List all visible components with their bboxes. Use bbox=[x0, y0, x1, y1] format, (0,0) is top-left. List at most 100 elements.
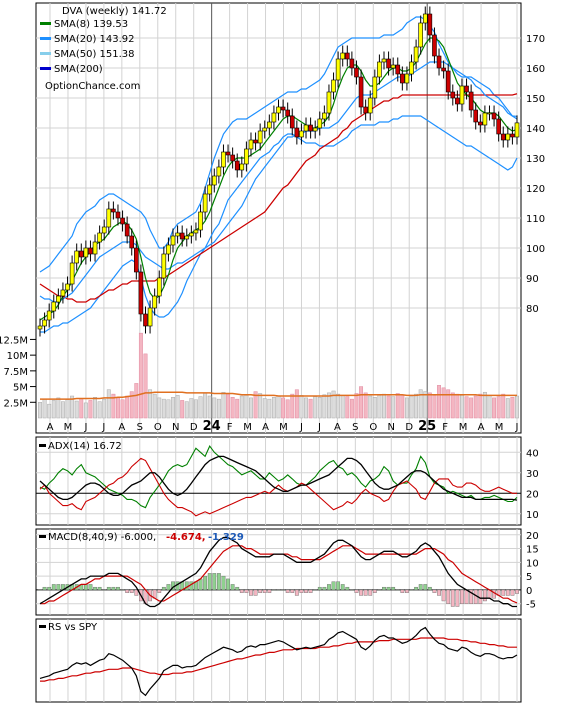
candle-body bbox=[510, 133, 515, 138]
volume-bar bbox=[336, 393, 341, 419]
macd-histogram-bar bbox=[111, 586, 116, 591]
x-tick-label: M bbox=[64, 422, 73, 433]
volume-bar bbox=[93, 397, 97, 419]
candle-body bbox=[124, 223, 130, 237]
volume-bar bbox=[47, 403, 52, 419]
candle-body bbox=[349, 58, 355, 69]
candle-body bbox=[390, 64, 396, 69]
volume-bar bbox=[120, 399, 125, 419]
volume-bar bbox=[432, 395, 437, 419]
candle-body bbox=[455, 97, 460, 105]
volume-bar bbox=[290, 393, 295, 419]
macd-histogram-bar bbox=[97, 586, 102, 591]
candle-body bbox=[422, 13, 428, 24]
grid-lines bbox=[36, 3, 521, 702]
macd-histogram-bar bbox=[51, 584, 56, 591]
volume-bar bbox=[134, 383, 139, 419]
x-tick-label: A bbox=[118, 422, 125, 433]
macd-histogram-bar bbox=[56, 584, 61, 591]
macd-tick-label: 0 bbox=[526, 586, 532, 597]
macd-histogram-bar bbox=[432, 589, 437, 593]
volume-bar bbox=[395, 393, 400, 419]
macd-histogram-bar bbox=[395, 589, 400, 591]
candle-body bbox=[230, 154, 235, 162]
candle-body bbox=[51, 301, 57, 312]
candle-body bbox=[262, 127, 268, 132]
macd-histogram-bar bbox=[437, 589, 441, 596]
volume-bar bbox=[244, 395, 249, 419]
macd-histogram-bar bbox=[354, 589, 359, 593]
macd-hist-label: -1.329 bbox=[208, 532, 244, 543]
adx-series bbox=[39, 445, 518, 517]
volume-bar bbox=[253, 391, 258, 419]
candle-body bbox=[244, 148, 249, 165]
volume-bar bbox=[125, 395, 130, 419]
x-tick-label: J bbox=[299, 422, 303, 433]
candle-body bbox=[111, 208, 116, 213]
macd-legend: MACD(8,40,9) -6.000, -4.674, -1.329 bbox=[39, 532, 244, 543]
x-tick-label: S bbox=[137, 422, 143, 433]
volume-bar bbox=[221, 391, 226, 419]
adx-tick-label: 40 bbox=[526, 448, 539, 459]
macd-histogram-bar bbox=[455, 589, 460, 607]
candle-body bbox=[473, 109, 479, 123]
volume-bar bbox=[111, 393, 116, 419]
volume-bar bbox=[74, 400, 79, 419]
candle-body bbox=[344, 52, 350, 60]
volume-bar bbox=[437, 385, 441, 419]
macd-histogram-bar bbox=[221, 575, 226, 591]
volume-tick-label: 5M bbox=[13, 383, 28, 394]
candle-body bbox=[404, 73, 410, 84]
candle-body bbox=[427, 13, 433, 36]
volume-bar bbox=[418, 389, 423, 419]
volume-bar bbox=[258, 393, 263, 419]
candle-body bbox=[280, 106, 286, 111]
macd-histogram-bar bbox=[267, 589, 272, 593]
macd-histogram-bar bbox=[464, 589, 469, 604]
volume-bar bbox=[180, 400, 185, 419]
candle-body bbox=[363, 106, 368, 114]
x-tick-label: J bbox=[101, 422, 105, 433]
volume-bar bbox=[460, 395, 464, 419]
macd-histogram-bar bbox=[482, 589, 487, 602]
price-tick-label: 80 bbox=[526, 304, 539, 315]
macd-histogram-bar bbox=[469, 589, 474, 604]
volume-bar bbox=[171, 397, 175, 419]
candle-body bbox=[257, 130, 263, 144]
volume-bar bbox=[281, 397, 286, 419]
macd-tick-label: 5 bbox=[526, 572, 532, 583]
candle-body bbox=[138, 271, 144, 315]
macd-histogram-bar bbox=[427, 586, 432, 591]
volume-tick-label: 2.5M bbox=[3, 398, 28, 409]
price-tick-label: 140 bbox=[526, 124, 545, 135]
candle-body bbox=[74, 250, 79, 264]
candle-body bbox=[276, 106, 281, 114]
macd-histogram-bar bbox=[340, 584, 345, 591]
volume-bar bbox=[515, 395, 519, 419]
macd-histogram-bar bbox=[285, 589, 290, 593]
candle-body bbox=[386, 58, 391, 69]
volume-bar bbox=[492, 397, 497, 419]
macd-histogram-bar bbox=[276, 589, 281, 591]
volume-bar bbox=[482, 391, 487, 419]
candle-body bbox=[179, 232, 185, 240]
price-tick-label: 170 bbox=[526, 34, 545, 45]
candle-body bbox=[78, 250, 84, 258]
volume-bar bbox=[331, 390, 336, 419]
rs-panel-frame bbox=[35, 618, 522, 703]
candle-body bbox=[189, 232, 194, 237]
x-tick-label: N bbox=[172, 422, 179, 433]
volume-bar bbox=[38, 402, 42, 419]
volume-bar bbox=[299, 395, 304, 419]
candle-body bbox=[46, 310, 52, 321]
candle-body bbox=[271, 112, 277, 123]
macd-histogram-bar bbox=[405, 589, 409, 593]
volume-bar bbox=[464, 396, 469, 419]
volume-bar bbox=[391, 396, 396, 419]
candle-body bbox=[400, 73, 405, 84]
candle-body bbox=[335, 58, 341, 81]
candle-body bbox=[134, 247, 139, 273]
volume-average-line bbox=[40, 391, 517, 400]
volume-bar bbox=[294, 389, 299, 419]
